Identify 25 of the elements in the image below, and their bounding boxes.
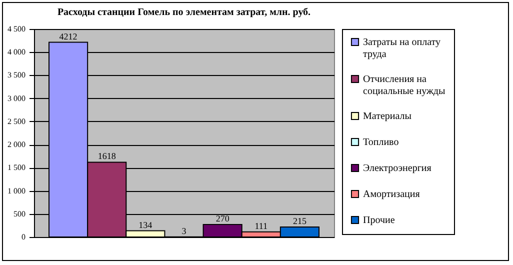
y-tick-label: 4 500 (8, 24, 26, 34)
y-tick-label: 500 (14, 209, 26, 218)
y-tick-label: 0 (22, 232, 26, 242)
data-label: 215 (292, 216, 307, 226)
legend-label: Электроэнергия (363, 163, 432, 174)
legend-label: Топливо (363, 137, 399, 148)
legend-label: Затраты на оплату труда (363, 37, 440, 60)
legend-label: Прочие (363, 215, 396, 226)
data-label: 111 (254, 220, 268, 231)
legend-label: Отчисления на социальные нужды (363, 74, 446, 97)
data-label: 4212 (59, 31, 78, 42)
legend-label: Материалы (363, 111, 412, 122)
data-label: 3 (182, 226, 187, 236)
y-tick-label: 3 000 (8, 94, 26, 103)
data-label: 1618 (98, 151, 116, 162)
data-label: 134 (138, 220, 153, 230)
chart-title: Расходы станции Гомель по элементам затрат, млн. руб. (57, 7, 312, 18)
y-tick-label: 4 000 (8, 48, 26, 57)
data-label: 270 (216, 214, 230, 224)
y-tick-label: 1 500 (8, 163, 26, 172)
y-tick-label: 3 500 (8, 70, 26, 80)
y-tick-label: 2 000 (8, 140, 26, 150)
y-tick-label: 1 000 (8, 186, 26, 196)
y-tick-label: 2 500 (8, 116, 26, 126)
legend-label: Амортизация (363, 189, 420, 200)
